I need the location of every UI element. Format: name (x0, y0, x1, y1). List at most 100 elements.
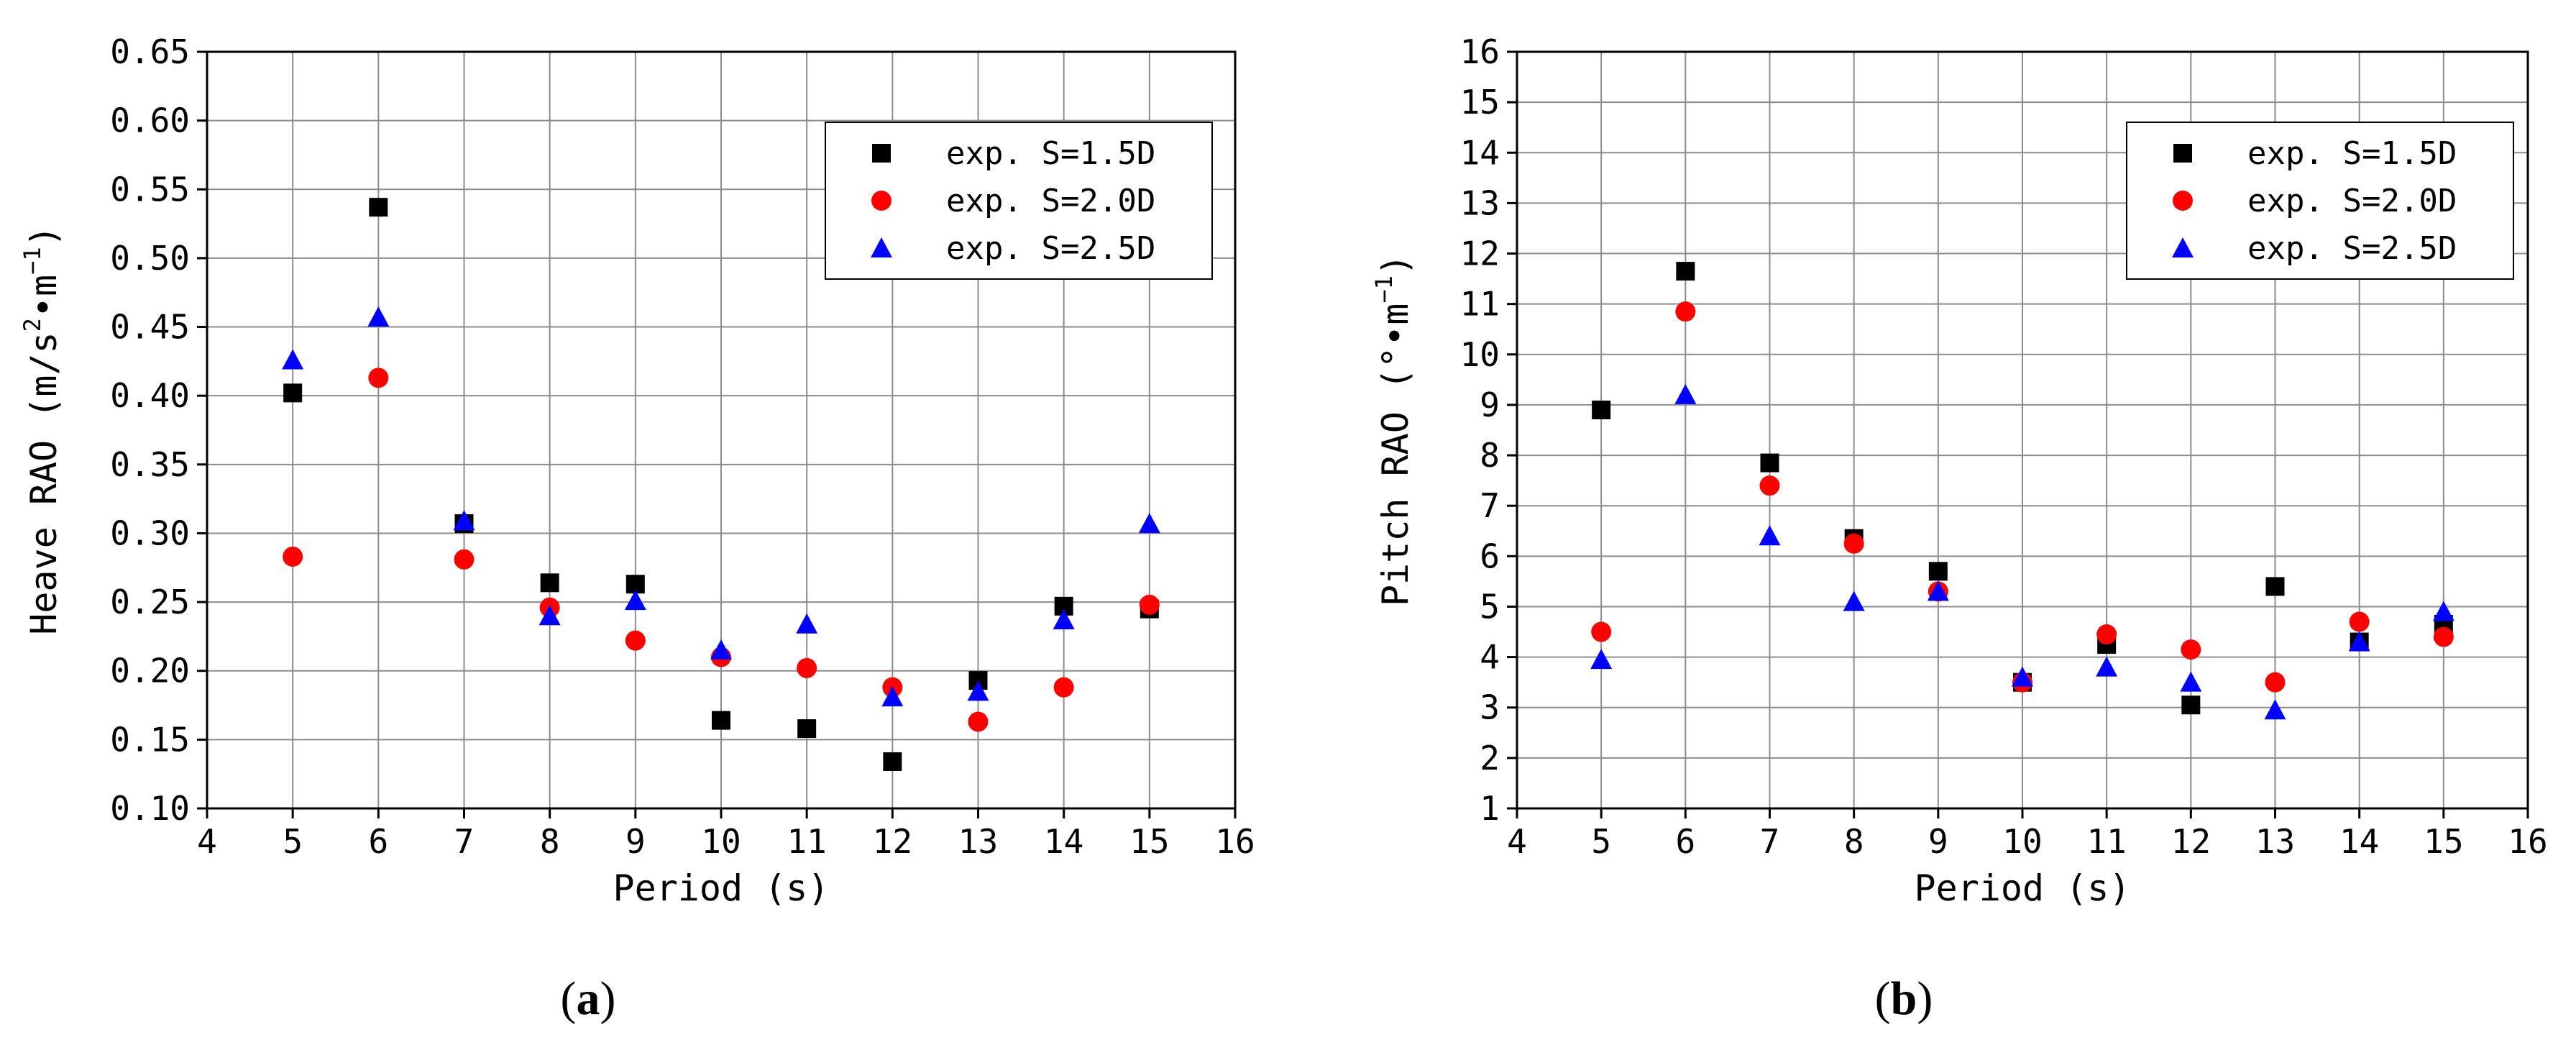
data-point-circle (1139, 594, 1160, 615)
data-point-triangle (2432, 601, 2454, 621)
data-point-triangle (2012, 666, 2033, 687)
x-tick-label: 16 (2508, 822, 2547, 861)
x-tick-label: 13 (958, 822, 998, 861)
x-tick-label: 11 (787, 822, 826, 861)
caption-a: (a) (561, 972, 616, 1025)
y-tick-label: 16 (1460, 32, 1500, 71)
y-tick-label: 0.25 (110, 583, 190, 621)
data-point-circle (368, 368, 389, 388)
data-point-triangle (881, 686, 904, 707)
y-tick-label: 2 (1480, 739, 1500, 777)
data-point-triangle (624, 590, 646, 611)
legend-label: exp. S=2.0D (2247, 183, 2457, 219)
y-axis-label-end: ) (23, 225, 65, 247)
legend-a: exp. S=1.5D exp. S=2.0D exp. S=2.5D (825, 122, 1213, 280)
x-tick-labels-a: 4 5 6 7 8 9 10 11 12 13 14 15 16 (197, 808, 1255, 861)
y-tick-label: 1 (1480, 789, 1500, 828)
x-tick-label: 9 (625, 822, 646, 861)
y-tick-label: 3 (1480, 688, 1500, 727)
x-tick-label: 4 (197, 822, 217, 861)
data-point-circle (2265, 672, 2286, 693)
y-axis-label-sup: 2 (19, 318, 46, 332)
data-point-circle (2096, 624, 2117, 645)
x-tick-label: 5 (283, 822, 303, 861)
data-point-circle (1675, 301, 1696, 322)
data-point-square (369, 198, 388, 217)
data-point-circle (968, 711, 989, 732)
data-point-triangle (282, 349, 304, 370)
legend-label: exp. S=1.5D (2247, 135, 2457, 172)
data-point-square (1760, 453, 1779, 473)
x-tick-labels-b: 4 5 6 7 8 9 10 11 12 13 14 15 16 (1507, 808, 2548, 861)
caption-b: (b) (1875, 972, 1933, 1025)
y-tick-labels-a: 0.10 0.15 0.20 0.25 0.30 0.35 0.40 0.45 0.50 0.55… (110, 32, 207, 828)
data-point-circle (797, 657, 817, 678)
data-point-triangle (1843, 590, 1865, 611)
y-tick-label: 0.10 (110, 789, 190, 828)
y-tick-label: 8 (1480, 436, 1500, 475)
x-tick-label: 9 (1928, 822, 1948, 861)
y-tick-label: 6 (1480, 537, 1500, 575)
data-point-triangle (2096, 656, 2118, 677)
x-tick-label: 15 (2424, 822, 2463, 861)
y-tick-label: 0.30 (110, 514, 190, 552)
data-point-square (712, 711, 730, 730)
data-point-triangle (2348, 631, 2370, 652)
series-b-1 (1591, 301, 2454, 693)
data-point-triangle (1138, 513, 1160, 534)
x-tick-label: 11 (2086, 822, 2126, 861)
x-tick-label: 14 (2339, 822, 2379, 861)
legend-marker-triangle (871, 237, 892, 257)
data-point-triangle (1674, 383, 1697, 404)
y-axis-label-sup: −1 (1370, 275, 1398, 304)
data-point-circle (1591, 621, 1612, 642)
y-tick-label: 4 (1480, 638, 1500, 677)
legend-marker-triangle (2172, 237, 2194, 257)
x-axis-label-a: Period (s) (613, 867, 829, 909)
data-point-circle (2181, 639, 2201, 660)
legend-label: exp. S=2.0D (946, 183, 1155, 219)
data-point-circle (2433, 626, 2454, 647)
x-tick-label: 6 (1675, 822, 1695, 861)
y-tick-label: 0.40 (110, 376, 190, 415)
data-point-circle (1759, 475, 1780, 496)
series-a-2 (282, 306, 1160, 707)
legend-label: exp. S=2.5D (2247, 230, 2457, 267)
data-point-circle (2349, 611, 2370, 632)
data-point-triangle (538, 605, 561, 626)
x-tick-label: 4 (1507, 822, 1527, 861)
data-point-triangle (453, 510, 475, 531)
y-tick-label: 9 (1480, 386, 1500, 424)
y-axis-label-main: Pitch RAO (°•m (1375, 304, 1416, 606)
legend-marker-square (872, 144, 891, 163)
y-tick-label: 0.35 (110, 445, 190, 484)
legend-label: exp. S=2.5D (946, 230, 1155, 267)
y-tick-label: 10 (1460, 335, 1500, 374)
data-point-square (883, 752, 902, 771)
data-point-triangle (710, 639, 732, 660)
data-point-square (2181, 695, 2201, 715)
data-point-triangle (1927, 580, 1949, 601)
x-tick-label: 15 (1129, 822, 1169, 861)
data-point-square (540, 573, 559, 593)
x-tick-label: 14 (1044, 822, 1083, 861)
x-tick-label: 10 (701, 822, 741, 861)
data-point-circle (625, 630, 646, 651)
data-point-square (1592, 400, 1611, 419)
y-tick-label: 14 (1460, 133, 1500, 172)
x-tick-label: 7 (454, 822, 475, 861)
y-axis-label-mid: •m (23, 275, 65, 318)
data-point-circle (1053, 677, 1074, 698)
y-tick-label: 0.15 (110, 720, 190, 759)
x-tick-label: 12 (873, 822, 912, 861)
data-point-triangle (1759, 525, 1781, 546)
y-tick-label: 7 (1480, 486, 1500, 525)
y-tick-label: 0.20 (110, 652, 190, 690)
chart-panel-a: (a) 4 5 6 7 8 9 10 11 12 13 14 15 16 0.10 0.15 0.20 0.25… (19, 32, 1255, 1025)
x-tick-label: 13 (2255, 822, 2295, 861)
y-tick-label: 11 (1460, 285, 1500, 324)
x-tick-label: 8 (1844, 822, 1864, 861)
data-point-square (283, 383, 303, 403)
legend-label: exp. S=1.5D (946, 135, 1155, 172)
data-point-triangle (967, 680, 989, 701)
